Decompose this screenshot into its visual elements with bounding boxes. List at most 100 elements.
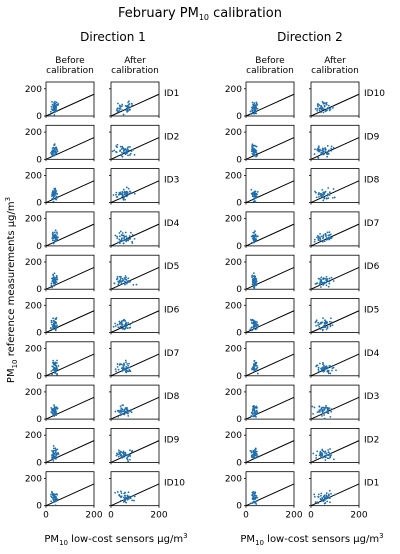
data-point (52, 317, 55, 320)
data-point (314, 321, 317, 324)
data-point (331, 324, 334, 326)
data-point (317, 105, 319, 108)
data-point (320, 107, 323, 109)
data-point (326, 151, 329, 154)
data-point (318, 325, 321, 328)
data-point (325, 239, 328, 241)
regression-line (110, 180, 160, 204)
data-point (333, 196, 336, 199)
data-point (54, 190, 57, 193)
data-point (125, 279, 128, 281)
data-point (55, 277, 58, 280)
data-point (122, 364, 124, 366)
column-title: After (124, 56, 146, 66)
data-point (116, 237, 119, 240)
data-point (330, 237, 333, 239)
data-point (332, 146, 335, 149)
data-point (118, 197, 121, 200)
data-point (317, 495, 320, 498)
data-point (120, 496, 122, 499)
data-point (52, 453, 55, 456)
data-point (319, 409, 322, 411)
y-tick-label: 0 (236, 199, 242, 209)
data-point (118, 242, 121, 245)
column-title: Before (55, 56, 85, 66)
data-point (322, 150, 324, 152)
y-tick-label: 0 (36, 458, 42, 468)
data-point (54, 449, 57, 452)
data-point (251, 111, 254, 113)
data-point (322, 363, 324, 366)
panel-frame (110, 124, 160, 160)
data-point (253, 411, 256, 414)
y-tick-label: 0 (236, 502, 242, 512)
data-point (129, 146, 131, 148)
data-point (254, 457, 257, 460)
data-point (253, 408, 256, 411)
data-point (252, 496, 255, 499)
regression-line (110, 483, 160, 507)
data-point (327, 104, 330, 107)
data-point (321, 448, 324, 451)
data-point (122, 496, 125, 499)
data-point (327, 285, 330, 288)
data-point (123, 327, 125, 330)
x-tick-label: 200 (285, 511, 302, 521)
regression-line (310, 266, 360, 290)
data-point (319, 410, 321, 413)
data-point (251, 319, 253, 322)
data-point (322, 234, 325, 236)
data-point (326, 194, 329, 197)
data-point (54, 361, 57, 364)
data-point (255, 145, 258, 148)
data-point (133, 192, 136, 195)
data-point (253, 285, 256, 288)
data-point (330, 276, 333, 279)
data-point (320, 367, 322, 370)
panel-frame (310, 254, 360, 290)
data-point (323, 502, 326, 505)
regression-line (110, 93, 160, 117)
data-point (324, 459, 327, 461)
data-point (249, 328, 252, 331)
data-point (252, 154, 255, 157)
data-point (117, 154, 120, 157)
data-point (131, 495, 133, 498)
x-axis-label-left: PM10 low-cost sensors μg/m3 (44, 532, 187, 547)
data-point (53, 272, 56, 275)
panel-frame (45, 427, 95, 463)
data-point (254, 363, 257, 366)
data-point (50, 108, 53, 111)
data-point (54, 410, 57, 413)
data-point (323, 414, 326, 416)
data-point (324, 496, 326, 499)
data-point (322, 361, 324, 364)
data-point (255, 450, 258, 453)
data-point (119, 105, 122, 108)
data-point (129, 191, 132, 193)
data-point (54, 324, 56, 327)
data-point (53, 284, 56, 287)
data-point (52, 242, 55, 245)
data-point (332, 366, 335, 369)
data-point (121, 190, 124, 193)
data-point (129, 455, 132, 457)
data-point (332, 106, 334, 109)
data-point (51, 103, 54, 106)
data-point (318, 195, 320, 198)
data-point (122, 452, 125, 455)
data-point (119, 108, 122, 110)
data-point (253, 107, 256, 110)
data-point (124, 239, 126, 241)
data-point (55, 362, 58, 364)
data-point (250, 450, 253, 452)
data-point (325, 404, 327, 407)
data-point (53, 404, 55, 406)
data-point (322, 237, 324, 240)
data-point (124, 359, 127, 362)
data-point (118, 364, 121, 366)
data-point (330, 410, 333, 413)
data-point (54, 192, 57, 195)
data-point (256, 190, 259, 193)
data-point (253, 276, 256, 279)
